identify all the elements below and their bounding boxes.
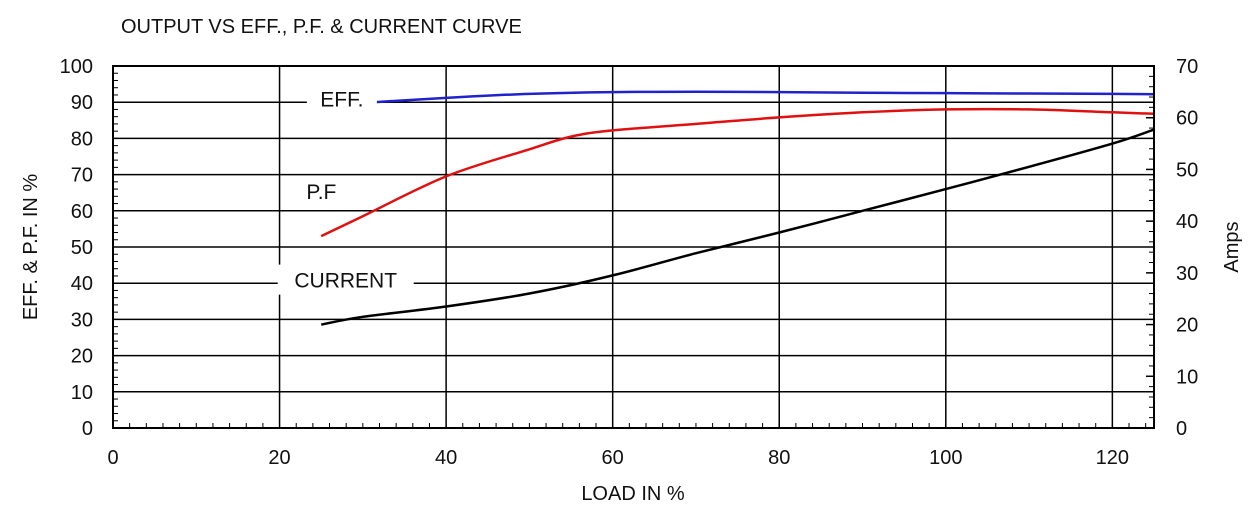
y2-tick-label: 70 (1176, 56, 1198, 78)
x-axis-label: LOAD IN % (581, 483, 685, 505)
x-tick-label: 40 (435, 447, 457, 469)
y2-tick-label: 40 (1176, 211, 1198, 233)
series-line-eff (321, 90, 1155, 108)
chart-title: OUTPUT VS EFF., P.F. & CURRENT CURVE (121, 16, 522, 38)
x-tick-label: 80 (768, 447, 790, 469)
y-tick-label: 80 (71, 128, 93, 150)
y-axis-label: EFF. & P.F. IN % (20, 174, 42, 321)
x-tick-label: 0 (107, 447, 118, 469)
y2-tick-label: 50 (1176, 159, 1198, 181)
y2-tick-label: 60 (1176, 108, 1198, 130)
x-tick-label: 100 (929, 447, 962, 469)
series-line-current (320, 128, 1155, 326)
y-tick-label: 90 (71, 92, 93, 114)
plot-area-frame (112, 65, 1155, 429)
series-label-eff-box (306, 83, 377, 114)
series-label-pf: P.F (306, 181, 336, 204)
x-tick-label: 60 (602, 447, 624, 469)
y-tick-label: 0 (82, 418, 93, 440)
y-tick-label: 60 (71, 201, 93, 223)
tick-labels: 0 10 20 30 40 50 60 70 80 90 100 0 20 40 60 80 100 120 0 10… (60, 56, 1199, 469)
y-tick-label: 70 (71, 165, 93, 187)
y2-tick-label: 10 (1176, 366, 1198, 388)
series-label-current-box (277, 264, 414, 295)
series-label-current: CURRENT (294, 270, 397, 293)
series-label-pf-box (294, 175, 349, 206)
x-tick-label: 20 (268, 447, 290, 469)
y2-axis-label: Amps (1221, 221, 1243, 272)
series-labels: EFF. P.F CURRENT (277, 83, 414, 295)
series-label-eff: EFF. (320, 89, 363, 112)
series-line-pf (320, 107, 1155, 238)
y-tick-label: 100 (60, 56, 93, 78)
y-tick-label: 20 (71, 346, 93, 368)
y-tick-label: 10 (71, 382, 93, 404)
y-tick-label: 30 (71, 309, 93, 331)
y-tick-label: 50 (71, 237, 93, 259)
y2-tick-label: 20 (1176, 315, 1198, 337)
y2-tick-label: 0 (1176, 418, 1187, 440)
grid (112, 65, 1154, 429)
y-tick-label: 40 (71, 273, 93, 295)
x-tick-label: 120 (1096, 447, 1129, 469)
y2-tick-label: 30 (1176, 263, 1198, 285)
series-layer (320, 90, 1155, 326)
